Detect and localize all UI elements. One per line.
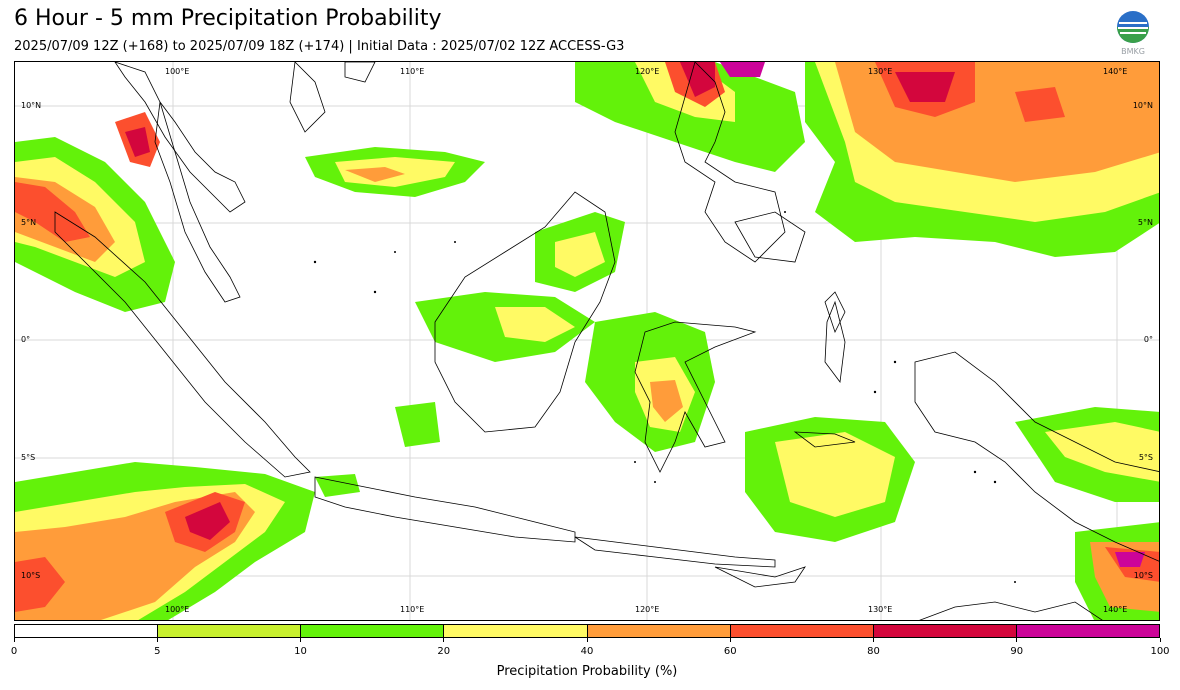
colorbar-tick-label: 0: [10, 646, 18, 657]
colorbar-tick-mark: [13, 638, 15, 642]
colorbar-tick-label: 90: [1010, 646, 1024, 657]
colorbar: [14, 624, 1160, 638]
lon-label-bottom: 140°E: [1103, 605, 1128, 614]
colorbar-tick-label: 40: [580, 646, 594, 657]
lat-label-left: 10°S: [21, 571, 41, 580]
lon-label-top: 110°E: [400, 67, 425, 76]
coastlines: [54, 62, 1159, 620]
colorbar-tick-mark: [443, 638, 445, 642]
colorbar-tick-label: 10: [294, 646, 307, 657]
chart-subtitle: 2025/07/09 12Z (+168) to 2025/07/09 18Z …: [14, 39, 625, 54]
colorbar-tick-mark: [729, 638, 731, 642]
lat-label-left: 10°N: [21, 101, 42, 110]
colorbar-tick-mark: [1016, 638, 1018, 642]
lat-label-left: 5°S: [21, 453, 36, 462]
colorbar-tick-mark: [300, 638, 301, 642]
colorbar-tick-label: 5: [154, 646, 161, 657]
colorbar-segment: [873, 625, 1017, 637]
bmkg-logo: BMKG: [1114, 10, 1152, 56]
colorbar-tick-mark: [873, 638, 874, 642]
colorbar-tick-label: 60: [723, 646, 737, 657]
colorbar-tick-mark: [156, 638, 158, 642]
lon-label-bottom: 120°E: [635, 605, 660, 614]
colorbar-segment: [730, 625, 874, 637]
colorbar-label: Precipitation Probability (%): [496, 664, 678, 679]
lon-label-bottom: 110°E: [400, 605, 425, 614]
small-islands: [313, 211, 1016, 583]
lon-label-top: 120°E: [635, 67, 660, 76]
chart-title: 6 Hour - 5 mm Precipitation Probability: [14, 6, 442, 31]
colorbar-segment: [587, 625, 731, 637]
colorbar-tick-label: 80: [867, 646, 880, 657]
lat-label-left: 5°N: [21, 218, 37, 227]
lat-label-right: 5°S: [1138, 453, 1153, 462]
colorbar-tick-mark: [586, 638, 588, 642]
lon-label-top: 140°E: [1103, 67, 1128, 76]
colorbar-tick-mark: [1159, 638, 1161, 642]
colorbar-segment: [15, 625, 159, 637]
lon-label-top: 130°E: [868, 67, 893, 76]
logo-text: BMKG: [1121, 47, 1145, 56]
lon-label-top: 100°E: [165, 67, 190, 76]
lat-label-right: 10°N: [1132, 101, 1153, 110]
lat-label-left: 0°: [21, 335, 31, 344]
colorbar-tick-label: 20: [437, 646, 451, 657]
lon-label-bottom: 130°E: [868, 605, 893, 614]
colorbar-segment: [301, 625, 445, 637]
lat-label-right: 5°N: [1137, 218, 1153, 227]
lat-label-right: 0°: [1143, 335, 1153, 344]
precipitation-map: 100°E 110°E 120°E 130°E 140°E 100°E 110°…: [14, 61, 1160, 621]
lon-label-bottom: 100°E: [165, 605, 190, 614]
lat-label-right: 10°S: [1133, 571, 1153, 580]
colorbar-segment: [158, 625, 302, 637]
colorbar-segment: [1016, 625, 1159, 637]
precip-fields: [15, 62, 1159, 620]
colorbar-tick-label: 100: [1150, 646, 1170, 657]
colorbar-segment: [444, 625, 588, 637]
